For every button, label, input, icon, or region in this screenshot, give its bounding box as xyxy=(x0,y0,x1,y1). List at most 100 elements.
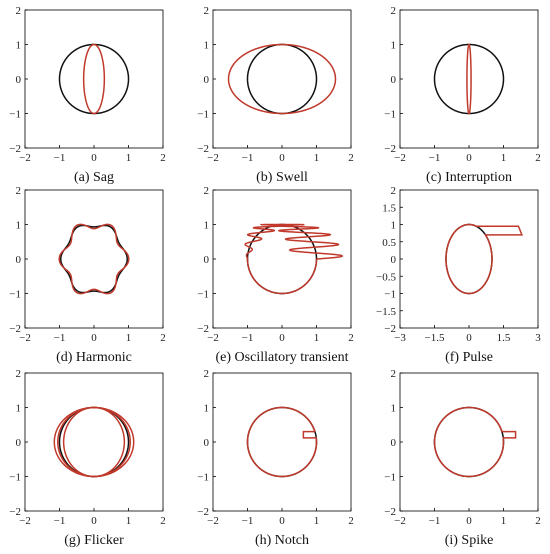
y-tick-label: −1 xyxy=(384,289,396,301)
y-tick-label: 2 xyxy=(204,185,210,197)
y-tick-label: −2 xyxy=(197,143,209,155)
x-tick-label: −3 xyxy=(394,332,406,344)
x-tick-label: −2 xyxy=(394,515,406,527)
x-tick-label: 0 xyxy=(279,332,285,344)
chart-panel-3: −2 −1 0 1 2 −2 −1 0 1 2 (c) Interruption xyxy=(384,5,540,185)
x-tick-label: −2 xyxy=(19,332,31,344)
y-tick-label: −1 xyxy=(9,109,21,121)
panel-caption: (a) Sag xyxy=(74,170,114,185)
panel-caption: (d) Harmonic xyxy=(56,350,132,365)
y-tick-label: 2 xyxy=(16,185,22,197)
y-tick-label: −0.5 xyxy=(376,271,396,283)
axes-frame xyxy=(24,9,164,149)
y-tick-label: −1 xyxy=(9,472,21,484)
x-tick-label: 0 xyxy=(279,515,285,527)
y-tick-label: −2 xyxy=(9,143,21,155)
axes-frame xyxy=(399,189,539,329)
series-pulse-2 xyxy=(445,223,524,295)
panel-caption: (i) Spike xyxy=(445,533,494,548)
panel-caption: (b) Swell xyxy=(256,170,308,185)
chart-panel-7: −2 −1 0 1 2 −2 −1 0 1 2 (g) Flicker xyxy=(9,368,165,548)
x-tick-label: 0 xyxy=(91,515,97,527)
y-tick-label: −1 xyxy=(197,289,209,301)
axes-frame xyxy=(24,189,164,329)
y-tick-label: 1 xyxy=(16,403,22,415)
y-tick-label: 2 xyxy=(16,368,22,380)
y-tick-label: 0 xyxy=(391,254,397,266)
y-tick-label: −2 xyxy=(384,506,396,518)
x-tick-label: 2 xyxy=(348,515,354,527)
x-tick-label: −1 xyxy=(242,515,254,527)
series-ellipse-4 xyxy=(57,406,131,478)
x-tick-label: 2 xyxy=(160,152,166,164)
x-tick-label: −1 xyxy=(242,332,254,344)
x-tick-label: −2 xyxy=(207,152,219,164)
chart-panel-9: −2 −1 0 1 2 −2 −1 0 1 2 (i) Spike xyxy=(384,368,540,548)
x-tick-label: 1 xyxy=(314,152,320,164)
y-tick-label: −2 xyxy=(384,323,396,335)
panel-caption: (c) Interruption xyxy=(426,170,512,185)
series-harmonic-1 xyxy=(60,224,128,294)
series-ellipse-2 xyxy=(466,43,472,115)
x-tick-label: 1 xyxy=(501,152,507,164)
series-circle-1 xyxy=(246,43,318,115)
y-tick-label: 1 xyxy=(204,40,210,52)
series-notch-2 xyxy=(246,406,318,478)
series-oscillatory-2 xyxy=(244,223,344,295)
series-ellipse-2 xyxy=(82,43,106,115)
x-tick-label: 2 xyxy=(348,332,354,344)
axes-frame xyxy=(212,9,352,149)
y-tick-label: 0 xyxy=(16,437,22,449)
y-tick-label: −2 xyxy=(197,506,209,518)
axes-frame xyxy=(24,372,164,512)
y-tick-label: 2 xyxy=(204,368,210,380)
series-circle-1 xyxy=(433,43,505,115)
y-tick-label: 0 xyxy=(16,74,22,86)
x-tick-label: 2 xyxy=(160,515,166,527)
series-spike-2 xyxy=(433,406,517,478)
chart-panel-4: −2 −1 0 1 2 −2 −1 0 1 2 (d) Harmonic xyxy=(9,185,165,365)
axes-frame xyxy=(399,372,539,512)
series-circle-1 xyxy=(58,406,130,478)
x-tick-label: 1 xyxy=(126,515,132,527)
series-ellipse-2 xyxy=(53,406,135,478)
x-tick-label: 1 xyxy=(314,332,320,344)
y-tick-label: −2 xyxy=(9,323,21,335)
y-tick-label: 0 xyxy=(16,254,22,266)
series-ellipse-2 xyxy=(227,43,337,115)
y-tick-label: −1 xyxy=(384,109,396,121)
x-tick-label: 0 xyxy=(466,152,472,164)
x-tick-label: −1.5 xyxy=(425,332,445,344)
axes-frame xyxy=(212,372,352,512)
y-tick-label: −1.5 xyxy=(376,306,396,318)
series-circle-1 xyxy=(58,43,130,115)
x-tick-label: 1 xyxy=(126,152,132,164)
y-tick-label: −1 xyxy=(9,289,21,301)
panel-caption: (g) Flicker xyxy=(64,533,124,548)
y-tick-label: −2 xyxy=(9,506,21,518)
y-tick-label: −1 xyxy=(384,472,396,484)
y-tick-label: 1 xyxy=(391,40,397,52)
x-tick-label: −2 xyxy=(19,515,31,527)
x-tick-label: −1 xyxy=(54,332,66,344)
y-tick-label: 2 xyxy=(204,5,210,17)
y-tick-label: 1 xyxy=(204,220,210,232)
x-tick-label: −2 xyxy=(19,152,31,164)
x-tick-label: −2 xyxy=(207,515,219,527)
chart-panel-5: −2 −1 0 1 2 −2 −1 0 1 2 (e) Oscillatory transient xyxy=(197,185,353,365)
x-tick-label: 1.5 xyxy=(497,332,511,344)
panel-caption: (f) Pulse xyxy=(445,350,493,365)
y-tick-label: 0.5 xyxy=(382,237,396,249)
x-tick-label: −1 xyxy=(429,515,441,527)
x-tick-label: −2 xyxy=(394,152,406,164)
chart-panel-2: −2 −1 0 1 2 −2 −1 0 1 2 (b) Swell xyxy=(197,5,353,185)
y-tick-label: −1 xyxy=(197,472,209,484)
y-tick-label: −1 xyxy=(197,109,209,121)
x-tick-label: −1 xyxy=(242,152,254,164)
y-tick-label: 1 xyxy=(204,403,210,415)
x-tick-label: 2 xyxy=(348,152,354,164)
x-tick-label: 2 xyxy=(535,515,541,527)
y-tick-label: −2 xyxy=(384,143,396,155)
panel-caption: (h) Notch xyxy=(255,533,309,548)
y-tick-label: 2 xyxy=(391,185,397,197)
